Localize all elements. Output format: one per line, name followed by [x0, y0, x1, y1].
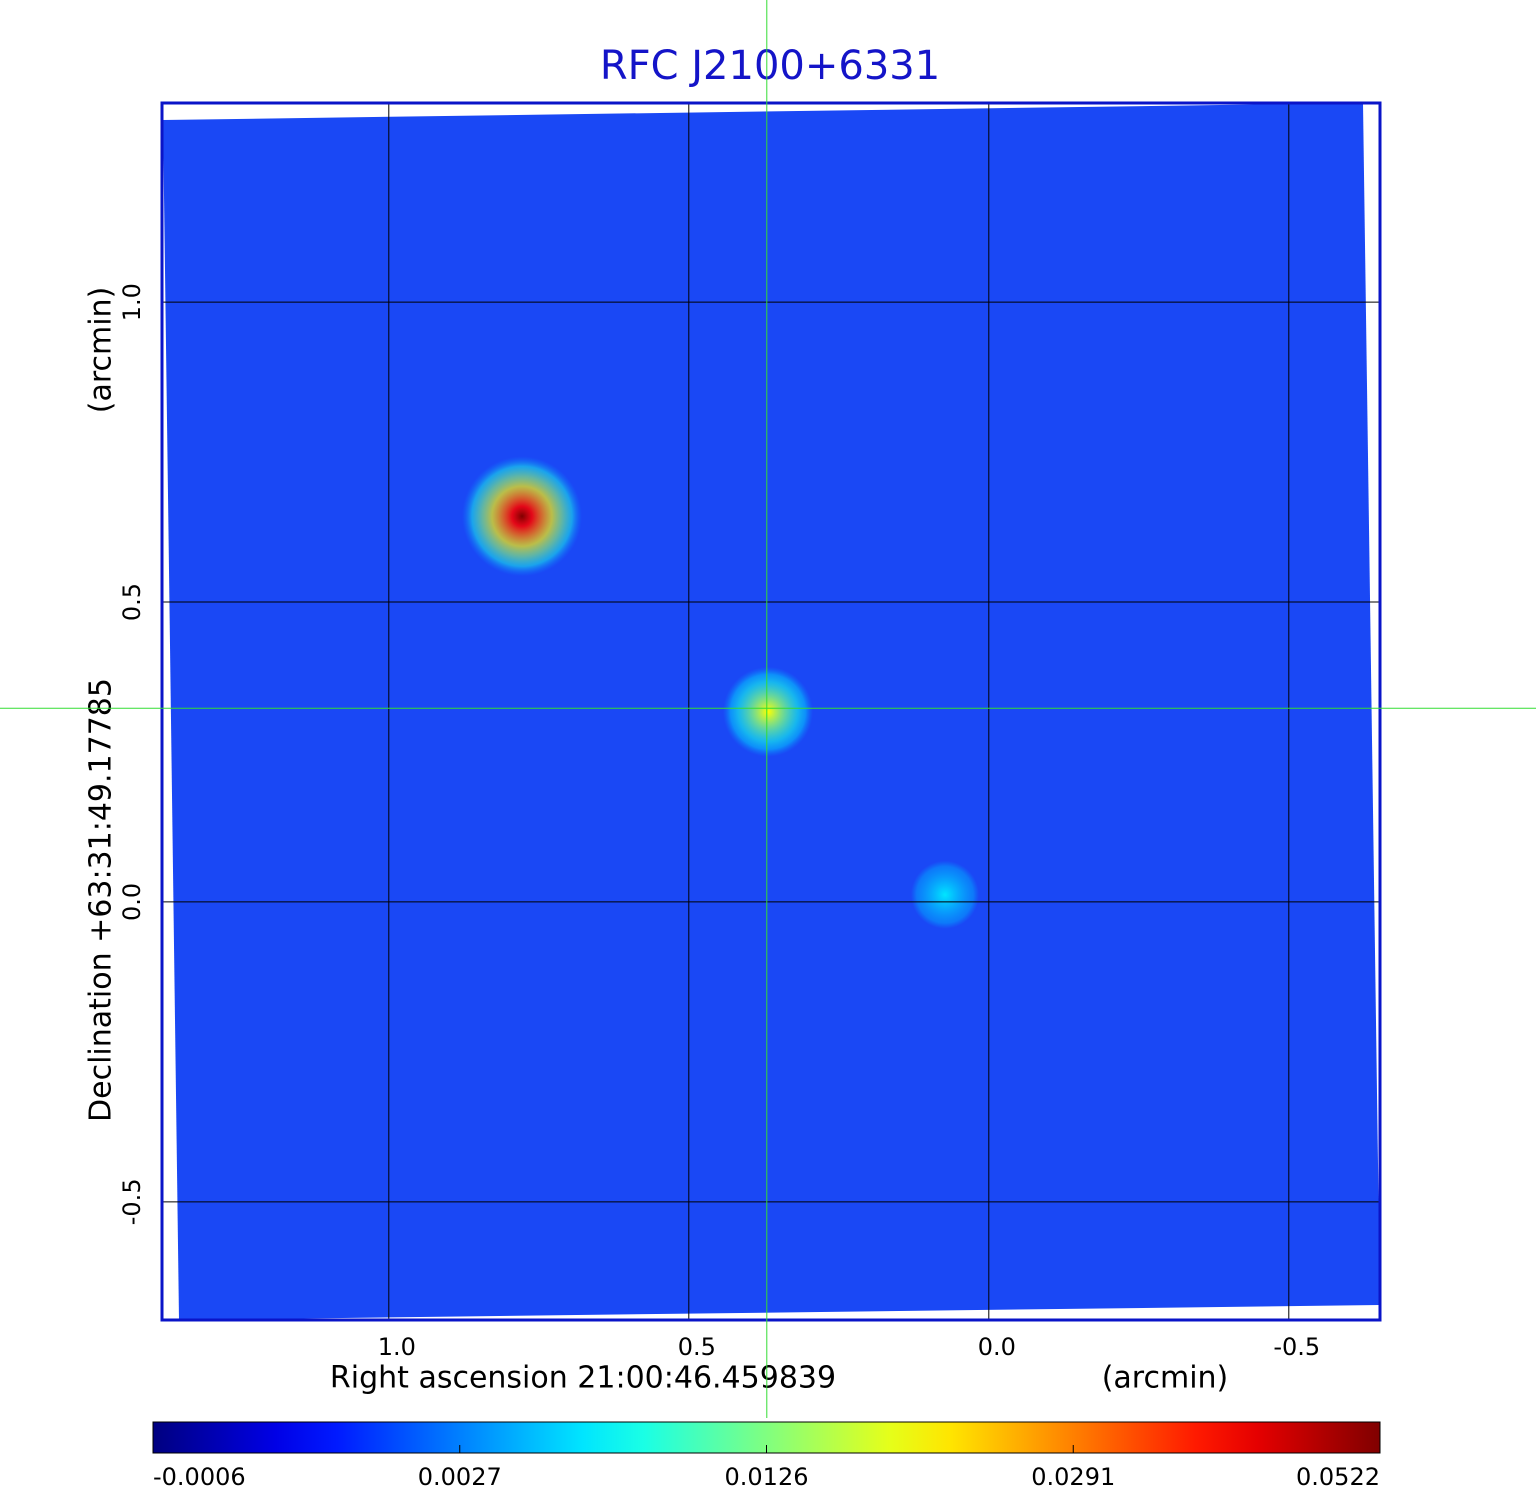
x-tick-label: 0.0 — [978, 1333, 1016, 1361]
y-tick-label: 0.5 — [118, 583, 146, 621]
y-axis-unit: (arcmin) — [84, 287, 119, 414]
y-axis-label: Declination +63:31:49.17785 — [84, 678, 119, 1122]
chart-title: RFC J2100+6331 — [600, 43, 940, 89]
y-tick-label: 1.0 — [118, 283, 146, 321]
source — [910, 860, 980, 929]
x-axis-unit: (arcmin) — [1102, 1361, 1229, 1396]
x-tick-label: -0.5 — [1273, 1333, 1320, 1361]
y-tick-label: -0.5 — [118, 1178, 146, 1225]
colorbar-tick-label: -0.0006 — [153, 1463, 246, 1491]
source — [723, 666, 813, 757]
source — [462, 456, 582, 577]
colorbar-tick-label: 0.0126 — [725, 1463, 809, 1491]
colorbar-tick-label: 0.0027 — [418, 1463, 502, 1491]
plot-frame — [160, 101, 1382, 1322]
x-tick-label: 0.5 — [678, 1333, 716, 1361]
colorbar-tick-label: 0.0522 — [1296, 1463, 1380, 1491]
x-tick-label: 1.0 — [378, 1333, 416, 1361]
colorbar-tick-label: 0.0291 — [1031, 1463, 1115, 1491]
y-tick-label: 0.0 — [118, 883, 146, 921]
x-axis-label: Right ascension 21:00:46.459839 — [330, 1361, 836, 1396]
